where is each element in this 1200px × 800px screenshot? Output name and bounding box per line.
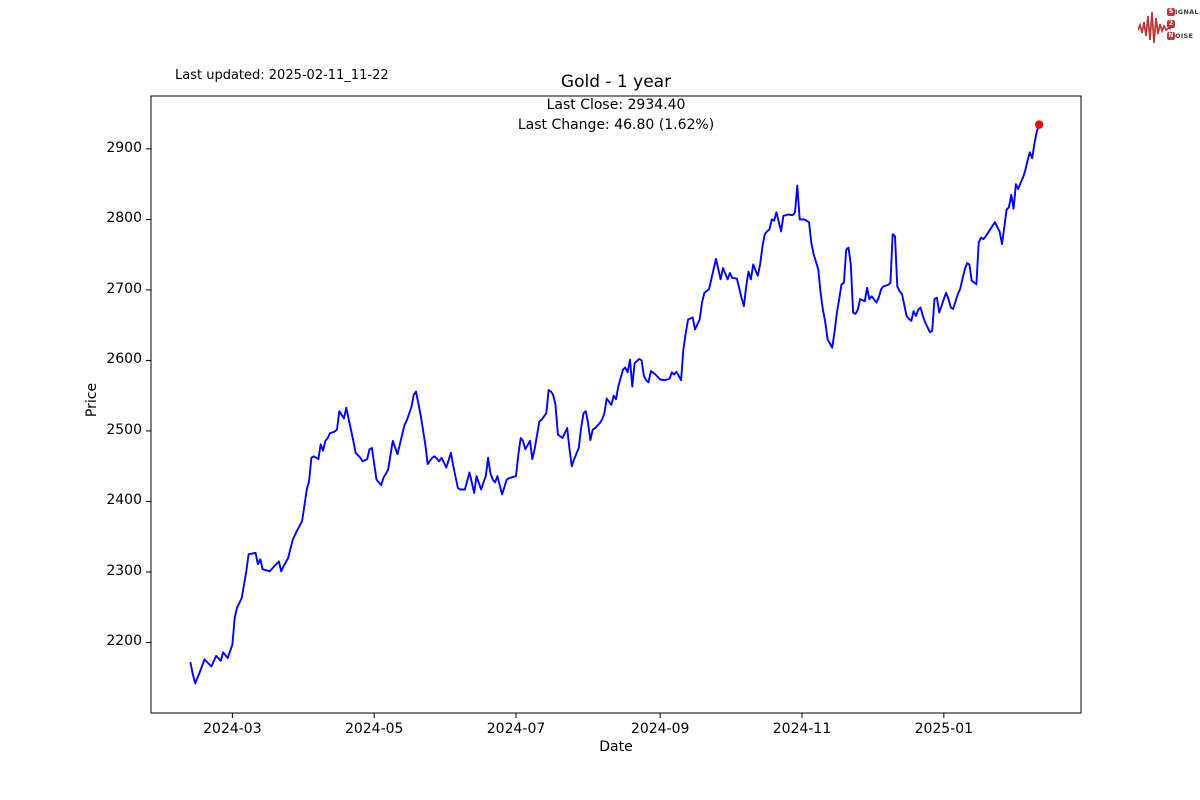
last-close-annotation: Last Close: 2934.40 [546,97,686,113]
x-tick-label: 2024-09 [630,721,690,737]
y-tick-label: 2400 [106,492,142,509]
logo-badge-letter: N [1167,32,1175,40]
y-tick-label: 2200 [106,633,142,650]
x-tick-label: 2024-07 [486,721,546,737]
y-tick-label: 2300 [106,562,142,579]
axes-frame [150,95,1082,714]
x-tick-label: 2024-03 [203,721,262,737]
logo-row: S IGNAL [1167,6,1199,18]
last-updated-text: Last updated: 2025-02-11_11-22 [175,68,389,83]
y-tick-label: 2800 [106,210,142,227]
signal-2-noise-logo: S IGNAL 2 N OISE [1138,4,1199,48]
logo-row: 2 [1167,18,1199,30]
x-tick-label: 2024-05 [344,721,404,737]
logo-badge-letter: 2 [1167,20,1175,28]
x-tick-label: 2025-01 [914,721,974,737]
y-tick-label: 2500 [106,421,142,438]
x-axis-label: Date [599,739,633,755]
y-tick-label: 2600 [106,351,142,368]
last-change-annotation: Last Change: 46.80 (1.62%) [517,117,715,133]
logo-row: N OISE [1167,30,1199,42]
logo-wordmark: S IGNAL 2 N OISE [1167,6,1199,42]
logo-letters: IGNAL [1175,8,1199,16]
logo-letters: OISE [1175,32,1194,40]
gold-price-line [189,123,1041,685]
last-close-marker-dot [1034,120,1044,129]
x-tick-label: 2024-11 [772,721,832,737]
logo-badge-letter: S [1167,8,1175,16]
chart-title: Gold - 1 year [560,72,672,92]
y-tick-label: 2700 [106,280,142,297]
y-axis-label: Price [84,382,100,418]
waveform-icon [1138,11,1172,44]
y-tick-label: 2900 [106,139,142,156]
